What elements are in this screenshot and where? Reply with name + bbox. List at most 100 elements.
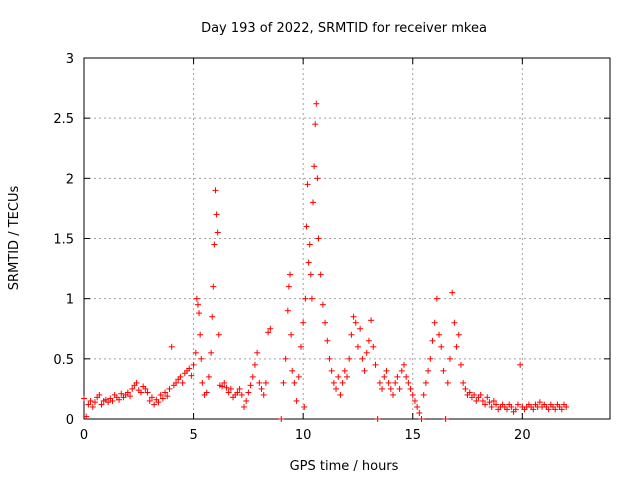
data-point [212, 187, 219, 194]
data-point [124, 389, 131, 396]
data-point [508, 403, 515, 410]
data-point [493, 401, 500, 408]
y-tick-label: 2.5 [53, 112, 74, 127]
data-point [166, 385, 173, 392]
data-points [81, 100, 570, 422]
data-point [503, 406, 510, 413]
data-point [407, 385, 414, 392]
data-point [326, 355, 333, 362]
data-point [179, 379, 186, 386]
data-point [372, 361, 379, 368]
data-point [306, 241, 313, 248]
data-point [405, 379, 412, 386]
y-tick-label: 2 [66, 172, 74, 187]
data-point [392, 379, 399, 386]
data-point [148, 394, 155, 401]
data-point [322, 319, 329, 326]
data-point [225, 389, 232, 396]
data-point [396, 385, 403, 392]
data-point [260, 391, 267, 398]
data-point [444, 379, 451, 386]
data-point [390, 391, 397, 398]
data-point [394, 373, 401, 380]
data-point [81, 395, 87, 402]
data-point [287, 271, 294, 278]
data-point [381, 373, 388, 380]
data-point [302, 295, 309, 302]
data-point [213, 211, 220, 218]
data-point [96, 391, 103, 398]
data-point [429, 337, 436, 344]
data-point [262, 379, 269, 386]
data-point [471, 391, 478, 398]
axis-ticks [83, 57, 610, 420]
data-point [293, 397, 300, 404]
data-point [105, 399, 112, 406]
data-point [530, 406, 537, 413]
data-point [289, 367, 296, 374]
data-point [159, 395, 166, 402]
data-point [350, 313, 357, 320]
data-point [363, 349, 370, 356]
data-point [278, 416, 285, 422]
data-point [482, 401, 489, 408]
data-point [383, 367, 390, 374]
data-point [199, 379, 206, 386]
data-point [162, 389, 169, 396]
y-tick-label: 1.5 [53, 233, 74, 248]
data-point [254, 349, 261, 356]
data-point [219, 383, 226, 390]
data-point [398, 367, 405, 374]
data-point [403, 373, 410, 380]
data-point [127, 393, 134, 400]
data-point [466, 389, 473, 396]
data-point [315, 235, 322, 242]
data-point [247, 382, 254, 389]
data-point [245, 389, 252, 396]
data-point [307, 271, 314, 278]
data-point [196, 310, 203, 317]
data-point [324, 337, 331, 344]
data-point [335, 373, 342, 380]
data-point [438, 343, 445, 350]
data-point [83, 413, 90, 420]
data-point [265, 329, 272, 336]
data-point [422, 379, 429, 386]
data-point [420, 391, 427, 398]
data-point [379, 385, 386, 392]
data-point [486, 399, 493, 406]
data-point [460, 379, 467, 386]
x-tick-label: 0 [80, 428, 88, 443]
data-point [385, 379, 392, 386]
data-point [238, 391, 245, 398]
data-point [215, 331, 222, 338]
data-point [400, 361, 407, 368]
data-point [440, 367, 447, 374]
data-point [308, 295, 315, 302]
data-point [416, 409, 423, 416]
x-tick-label: 20 [514, 428, 531, 443]
data-point [418, 416, 425, 422]
data-point [319, 301, 326, 308]
data-point [300, 319, 307, 326]
data-point [304, 181, 311, 188]
data-point [210, 283, 217, 290]
data-point [227, 385, 234, 392]
data-point [453, 343, 460, 350]
data-point [354, 343, 361, 350]
data-point [301, 403, 308, 410]
y-axis-label: SRMTID / TECUs [7, 186, 22, 291]
data-point [214, 229, 221, 236]
y-tick-label: 3 [66, 52, 74, 67]
data-point [536, 399, 543, 406]
data-point [361, 367, 368, 374]
data-point [368, 317, 375, 324]
data-point [144, 389, 151, 396]
data-point [177, 373, 184, 380]
x-tick-label: 15 [404, 428, 421, 443]
data-point [164, 393, 171, 400]
data-point [285, 283, 292, 290]
data-point [249, 373, 256, 380]
data-point [433, 295, 440, 302]
